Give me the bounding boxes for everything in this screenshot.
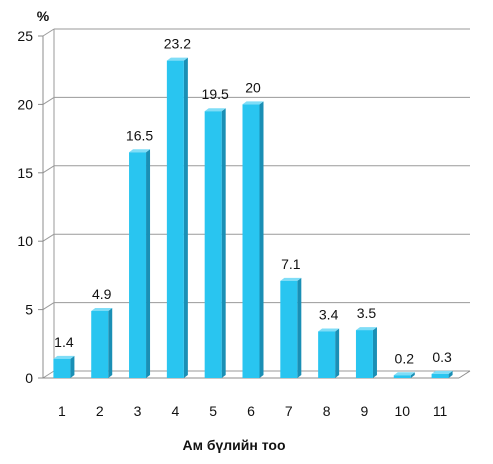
gridline-wall	[42, 96, 55, 105]
bar-top	[242, 101, 264, 105]
data-label: 16.5	[126, 127, 153, 143]
bar-front	[393, 375, 411, 378]
bar-front	[242, 104, 260, 379]
bar	[280, 277, 302, 378]
x-tick-label: 5	[209, 403, 217, 419]
x-tick-label: 11	[433, 403, 448, 419]
gridline-wall	[42, 28, 55, 37]
bar-front	[355, 330, 373, 378]
x-tick-label: 6	[247, 403, 255, 419]
bar-front	[204, 111, 222, 379]
bar-top	[431, 370, 453, 374]
gridline-wall	[42, 302, 55, 311]
gridline-wall	[42, 370, 55, 379]
bar-top	[204, 108, 226, 112]
y-tick-label: 0	[25, 370, 33, 386]
data-label: 19.5	[202, 86, 229, 102]
bar-side	[335, 328, 340, 378]
bar	[91, 307, 113, 378]
x-tick-label: 7	[285, 403, 293, 419]
gridline-wall	[42, 165, 55, 174]
bar-front	[280, 280, 298, 378]
bar-side	[297, 277, 302, 378]
bar-side	[259, 101, 264, 379]
bar-side	[183, 57, 188, 379]
bar-front	[431, 373, 449, 378]
bar-top	[318, 328, 340, 332]
labels-layer: 0 5 10 15 20 25 1.4 1 4.9 2 16.5 3 23.2 4 19.5 5 20 6 7.1 7…	[17, 28, 452, 419]
y-tick-label: 15	[17, 165, 33, 181]
bar	[204, 108, 226, 379]
floor-edge	[458, 370, 471, 379]
bar	[53, 355, 75, 378]
bar	[355, 327, 377, 378]
bar-side	[372, 327, 377, 378]
bar-top	[355, 327, 377, 331]
data-label: 20	[245, 79, 261, 95]
bar-top	[91, 307, 113, 311]
data-label: 0.2	[395, 350, 415, 366]
bar-side	[221, 108, 226, 379]
bar-side	[146, 149, 151, 378]
bar-top	[280, 277, 302, 281]
bar	[431, 370, 453, 378]
bar-front	[318, 331, 336, 378]
bar-top	[166, 57, 188, 61]
y-tick-label: 5	[25, 302, 33, 318]
x-tick-label: 3	[134, 403, 142, 419]
y-tick-label: 25	[17, 28, 33, 44]
y-tick-label: 10	[17, 233, 33, 249]
data-label: 3.4	[319, 306, 339, 322]
data-label: 4.9	[92, 286, 112, 302]
gridline-wall	[42, 233, 55, 242]
bar	[242, 101, 264, 379]
bar-side	[70, 355, 75, 378]
data-label: 3.5	[357, 305, 377, 321]
bar	[129, 149, 151, 378]
bars-layer	[53, 57, 453, 379]
x-tick-label: 10	[394, 403, 410, 419]
bar-front	[53, 358, 71, 378]
x-axis-title: Ам бүлийн тоо	[182, 437, 285, 453]
bar	[393, 372, 415, 378]
data-label: 7.1	[281, 256, 301, 272]
bar-front	[91, 310, 109, 378]
x-tick-label: 9	[361, 403, 369, 419]
bar-side	[410, 372, 415, 378]
data-label: 0.3	[432, 349, 452, 365]
x-tick-label: 8	[323, 403, 331, 419]
x-tick-label: 2	[96, 403, 104, 419]
data-label: 23.2	[164, 36, 191, 52]
bar	[166, 57, 188, 379]
bar-top	[129, 149, 151, 153]
y-axis-unit: %	[37, 8, 50, 24]
bar-front	[129, 152, 147, 378]
bar-side	[108, 307, 113, 378]
x-tick-label: 4	[171, 403, 179, 419]
bar	[318, 328, 340, 378]
x-tick-label: 1	[58, 403, 66, 419]
data-label: 1.4	[54, 334, 74, 350]
y-tick-label: 20	[17, 96, 33, 112]
bar-top	[393, 372, 415, 376]
bar-top	[53, 355, 75, 359]
bar-side	[448, 370, 453, 378]
bar-front	[166, 60, 184, 379]
